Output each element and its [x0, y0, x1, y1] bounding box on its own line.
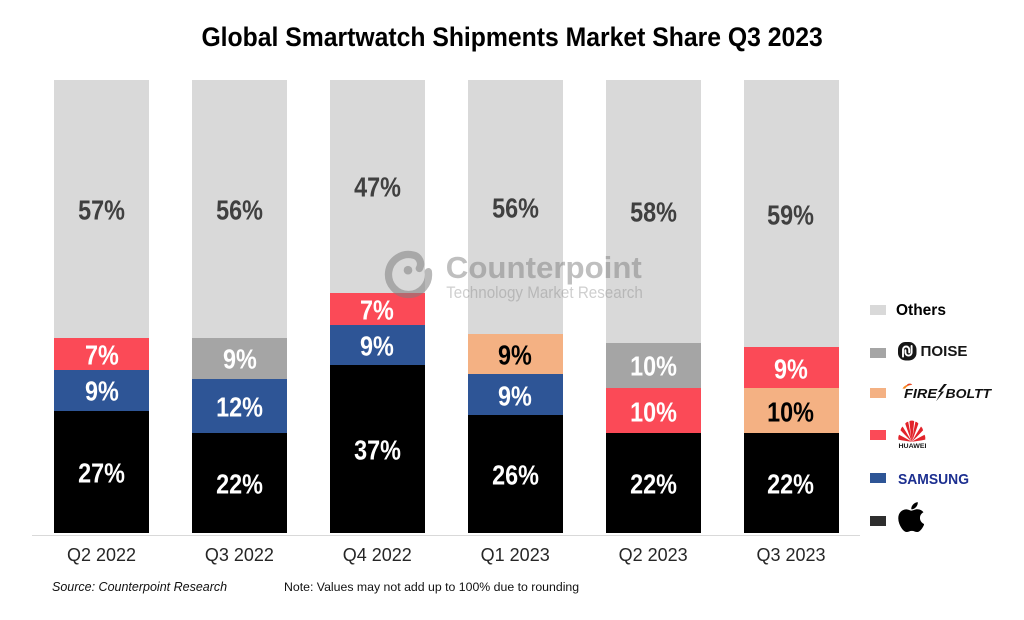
- svg-text:FIRE: FIRE: [904, 386, 937, 401]
- svg-text:HUAWEI: HUAWEI: [899, 443, 927, 450]
- svg-text:Technology Market Research: Technology Market Research: [446, 283, 643, 302]
- svg-text:SAMSUNG: SAMSUNG: [898, 473, 969, 487]
- svg-text:Counterpoint: Counterpoint: [446, 250, 642, 285]
- svg-text:BOLTT: BOLTT: [946, 386, 993, 401]
- svg-text:ΠOISE: ΠOISE: [921, 343, 968, 360]
